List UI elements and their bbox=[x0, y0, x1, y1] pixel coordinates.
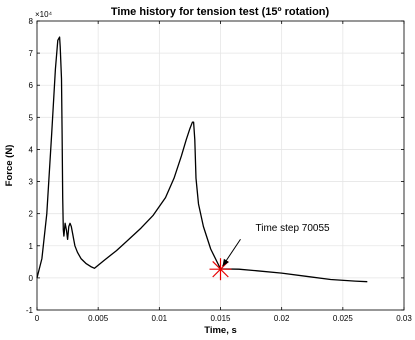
time-step-marker bbox=[209, 258, 232, 281]
y-tick-label: 4 bbox=[29, 145, 34, 154]
y-tick-label: 0 bbox=[29, 274, 34, 283]
x-axis-label: Time, s bbox=[204, 325, 237, 336]
y-tick-label: 5 bbox=[29, 113, 34, 122]
x-tick-label: 0.02 bbox=[274, 314, 290, 323]
x-tick-label: 0.025 bbox=[333, 314, 354, 323]
x-tick-label: 0.03 bbox=[396, 314, 412, 323]
x-tick-label: 0.015 bbox=[210, 314, 231, 323]
y-tick-label: 2 bbox=[29, 210, 34, 219]
x-tick-label: 0.01 bbox=[152, 314, 168, 323]
annotation-text: Time step 70055 bbox=[256, 223, 331, 234]
y-tick-label: 6 bbox=[29, 81, 34, 90]
x-axis: 0 0.005 0.01 0.015 0.02 0.025 0.03 bbox=[35, 21, 412, 323]
force-series-line bbox=[36, 36, 368, 283]
x-tick-label: 0.005 bbox=[88, 314, 109, 323]
y-tick-label: 7 bbox=[29, 49, 34, 58]
y-tick-label: 1 bbox=[29, 242, 34, 251]
y-tick-label: 8 bbox=[29, 17, 34, 26]
y-tick-label: 3 bbox=[29, 178, 34, 187]
y-exponent-label: ×10⁴ bbox=[35, 10, 53, 19]
y-axis-label: Force (N) bbox=[4, 145, 15, 187]
annotation-arrow-head bbox=[222, 258, 229, 267]
x-tick-label: 0 bbox=[35, 314, 40, 323]
y-tick-label: -1 bbox=[26, 306, 34, 315]
y-axis: -1 0 1 2 3 4 5 6 7 8 bbox=[26, 17, 404, 315]
chart-title: Time history for tension test (15º rotat… bbox=[111, 6, 330, 18]
